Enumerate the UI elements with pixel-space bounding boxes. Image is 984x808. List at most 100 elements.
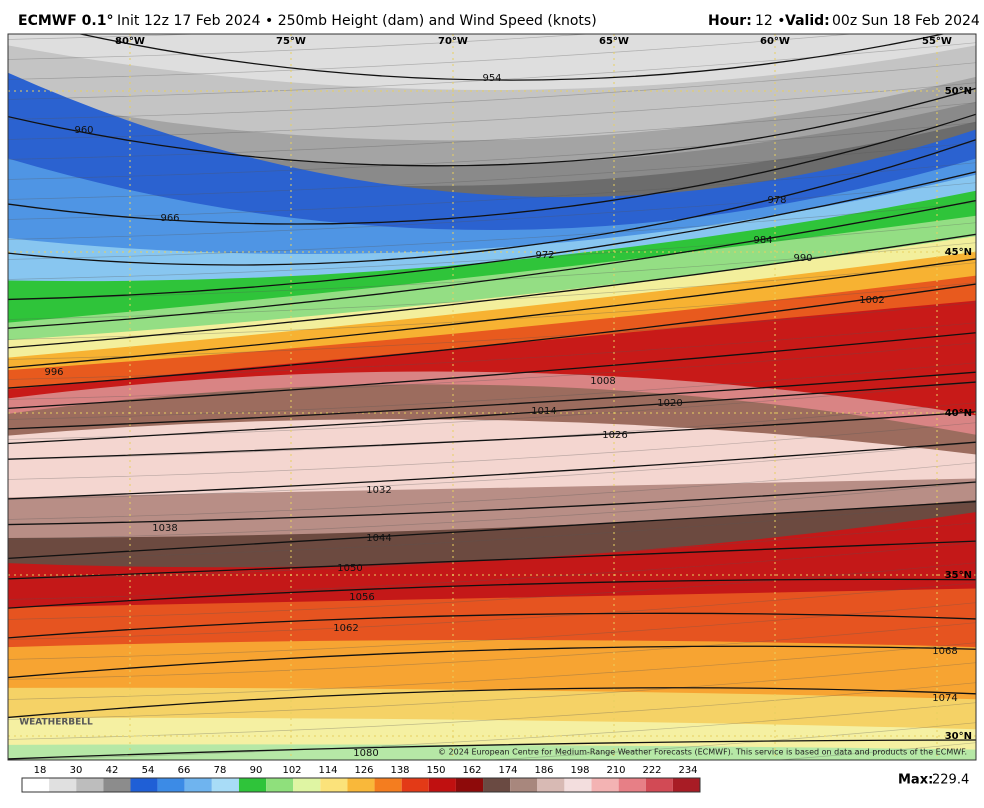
contour-label: 1062 — [333, 623, 358, 634]
longitude-label: 65°W — [599, 36, 629, 47]
height-contour — [8, 645, 976, 679]
streamline — [8, 702, 976, 760]
streamline — [8, 34, 206, 40]
colorbar-swatch — [266, 778, 294, 792]
colorbar-swatch — [401, 778, 429, 792]
streamline — [8, 542, 976, 600]
streamline — [8, 482, 976, 540]
latitude-label: 35°N — [945, 570, 972, 581]
colorbar-swatch — [22, 778, 50, 792]
latitude-label: 50°N — [945, 86, 972, 97]
colorbar-swatch — [374, 778, 402, 792]
colorbar-tick-label: 102 — [282, 765, 301, 776]
height-contour — [8, 612, 976, 639]
colorbar-swatch — [672, 778, 700, 792]
height-contour — [8, 332, 976, 409]
streamline — [775, 742, 976, 760]
colorbar: 18 30 42 54 66 78 90 102 114 126 138 150 162 174 186 19… — [21, 765, 701, 793]
contour-label: 1080 — [353, 748, 378, 759]
colorbar-tick-label: 54 — [142, 765, 155, 776]
colorbar-swatch — [428, 778, 456, 792]
colorbar-swatch — [618, 778, 646, 792]
contour-label: 1008 — [590, 376, 615, 387]
contour-label: 1038 — [152, 523, 177, 534]
colorbar-tick-label: 174 — [498, 765, 517, 776]
streamline — [8, 222, 976, 280]
map-frame — [7, 33, 977, 761]
height-contour — [8, 233, 976, 349]
contour-label: 990 — [793, 253, 812, 264]
contour-label: 1032 — [366, 485, 391, 496]
colorbar-swatch — [510, 778, 538, 792]
colorbar-swatch — [130, 778, 158, 792]
colorbar-swatch — [537, 778, 565, 792]
model-name: ECMWF 0.1° — [18, 13, 113, 29]
height-contour — [8, 381, 976, 445]
latitude-label: 30°N — [945, 731, 972, 742]
contour-label: 1068 — [932, 646, 957, 657]
streamline — [8, 62, 976, 120]
streamline — [8, 182, 976, 240]
colorbar-swatch — [320, 778, 348, 792]
streamline — [8, 162, 976, 220]
contour-label: 1074 — [932, 693, 957, 704]
colorbar-swatch — [591, 778, 619, 792]
height-contour — [8, 578, 976, 609]
streamline — [8, 102, 976, 160]
colorbar-tick-label: 186 — [534, 765, 553, 776]
colorbar-tick-label: 198 — [570, 765, 589, 776]
colorbar-tick-label: 138 — [390, 765, 409, 776]
colorbar-swatch — [76, 778, 104, 792]
streamline — [8, 362, 976, 420]
contour-label: 978 — [767, 195, 786, 206]
logo: WEATHERBELL — [19, 718, 93, 728]
streamline — [8, 582, 976, 640]
height-contour — [8, 258, 976, 369]
contour-label: 954 — [482, 73, 501, 84]
colorbar-swatch — [455, 778, 484, 792]
contour-label: 1020 — [657, 398, 682, 409]
colorbar-swatch — [645, 778, 673, 792]
colorbar-tick-label: 66 — [178, 765, 191, 776]
colorbar-swatch — [483, 778, 511, 792]
colorbar-tick-label: 150 — [426, 765, 445, 776]
colorbar-tick-label: 42 — [106, 765, 119, 776]
valid: 00z Sun 18 Feb 2024 — [832, 13, 980, 29]
contour-label: 984 — [753, 235, 772, 246]
valid-label: Valid: — [785, 13, 830, 29]
height-contour — [8, 371, 976, 430]
wind-band — [8, 717, 976, 760]
height-contour — [8, 500, 976, 560]
colorbar-tick-label: 18 — [34, 765, 47, 776]
contour-label: 1056 — [349, 592, 374, 603]
height-contour — [8, 138, 976, 266]
longitude-label: 80°W — [115, 36, 145, 47]
colorbar-swatch — [238, 778, 267, 792]
streamline — [8, 342, 976, 400]
hour-label: Hour: — [708, 13, 752, 29]
contour-label: 972 — [535, 250, 554, 261]
streamline — [8, 122, 976, 180]
hour: 12 • — [755, 13, 786, 29]
height-contour — [8, 687, 976, 719]
colorbar-swatch — [347, 778, 375, 792]
height-contour — [8, 540, 976, 580]
colorbar-tick-label: 78 — [214, 765, 227, 776]
colorbar-tick-label: 114 — [318, 765, 337, 776]
streamline — [8, 422, 976, 480]
colorbar-swatch — [157, 778, 185, 792]
height-contour — [8, 171, 976, 301]
colorbar-frame — [21, 777, 701, 793]
height-contour — [8, 739, 976, 760]
streamline — [8, 34, 594, 60]
height-contour — [8, 87, 976, 167]
streamline — [8, 662, 976, 720]
colorbar-tick-label: 222 — [642, 765, 661, 776]
max-value: 229.4 — [932, 773, 969, 788]
height-contour — [8, 411, 976, 460]
colorbar-swatch — [564, 778, 592, 792]
contour-label: 996 — [44, 367, 63, 378]
colorbar-swatch — [184, 778, 212, 792]
